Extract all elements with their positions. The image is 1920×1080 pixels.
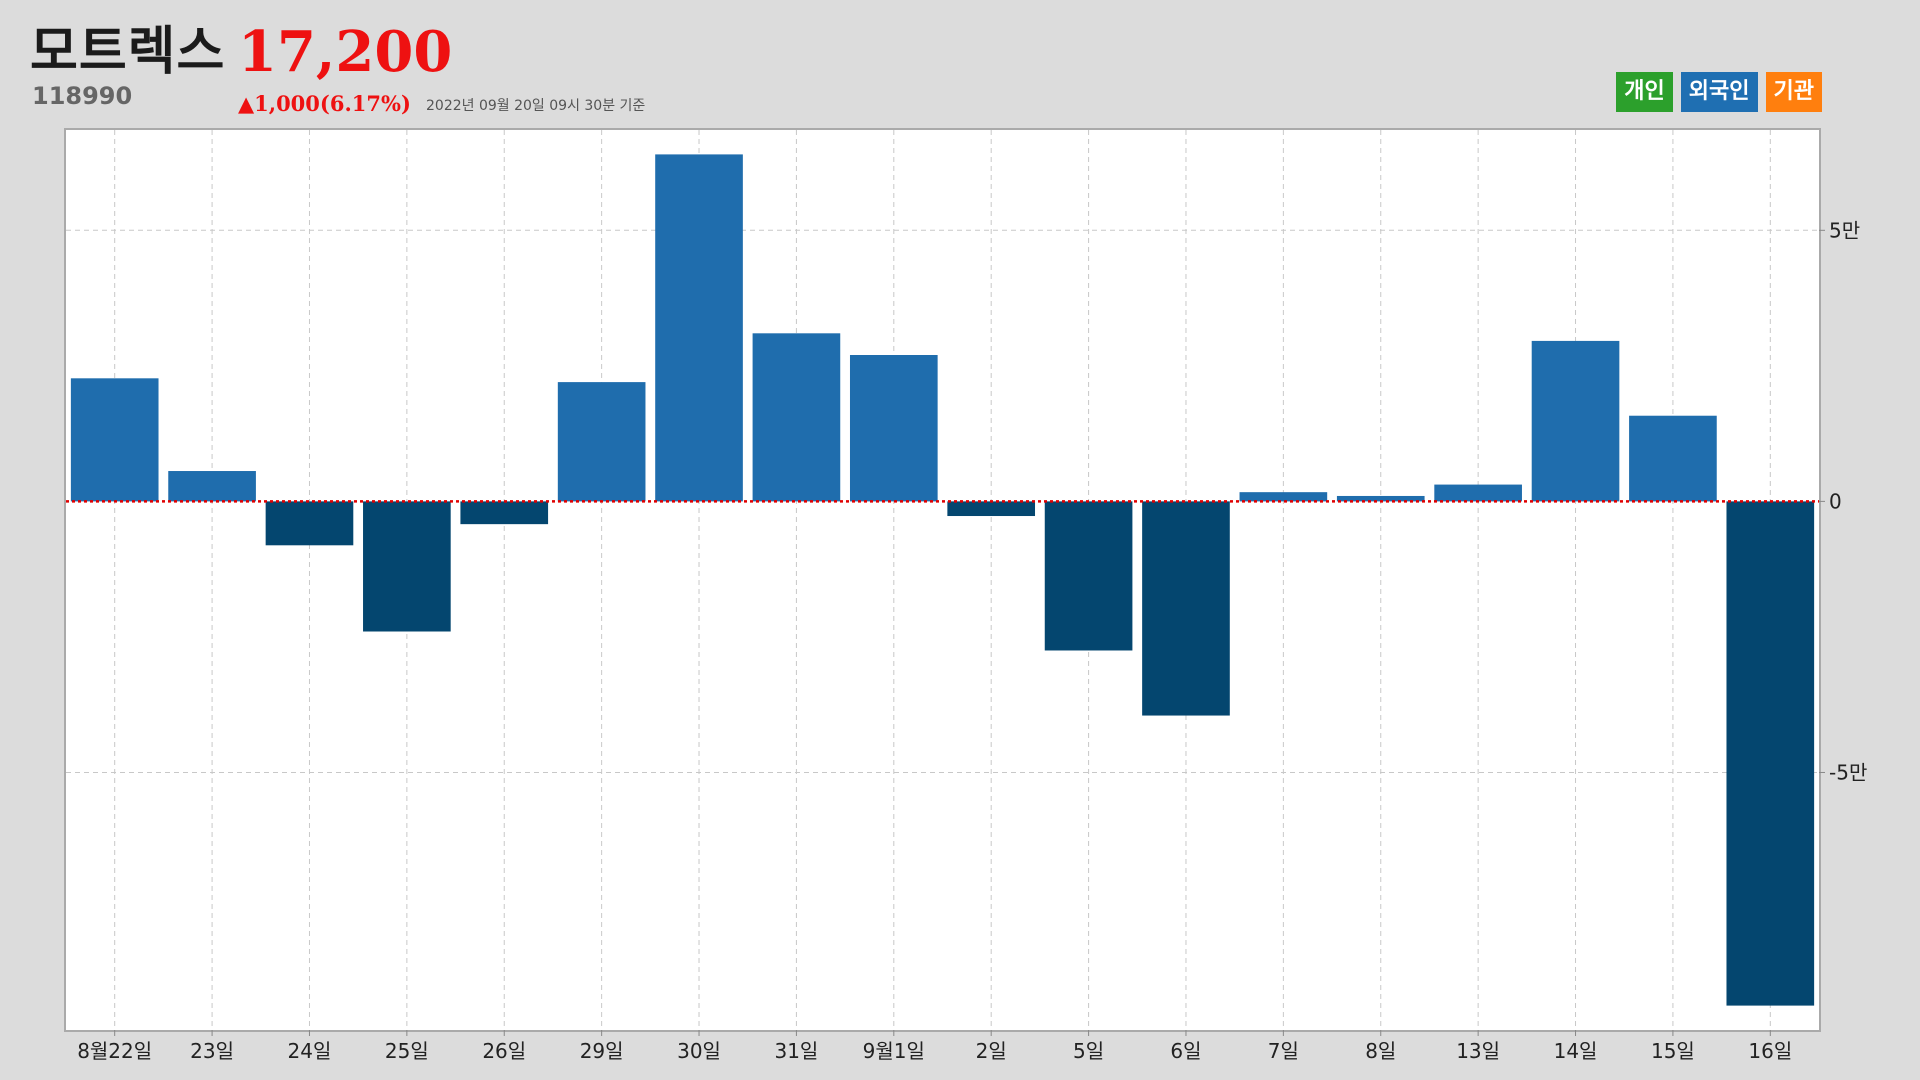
x-tick-label: 31일 — [774, 1039, 818, 1063]
legend-individual: 개인 — [1616, 72, 1673, 112]
y-tick-label: -5만 — [1829, 760, 1867, 784]
price-change: ▲1,000(6.17%) — [238, 91, 411, 116]
x-tick-label: 8월22일 — [77, 1039, 152, 1063]
bar-14일 — [1531, 340, 1620, 502]
chart-header: 모트렉스 118990 17,200 ▲1,000(6.17%) 2022년 0… — [0, 0, 1920, 128]
x-tick-label: 7일 — [1268, 1039, 1299, 1063]
x-tick-label: 5일 — [1073, 1039, 1104, 1063]
x-tick-label: 13일 — [1456, 1039, 1500, 1063]
legend-institution: 기관 — [1765, 72, 1822, 112]
x-tick-label: 29일 — [580, 1039, 624, 1063]
y-tick-label: 0 — [1829, 489, 1842, 513]
bar-15일 — [1629, 415, 1717, 502]
x-tick-label: 15일 — [1651, 1039, 1695, 1063]
x-tick-label: 2일 — [976, 1039, 1007, 1063]
bar-7일 — [1239, 492, 1328, 502]
x-tick-label: 23일 — [190, 1039, 234, 1063]
bar-29일 — [557, 382, 646, 502]
x-tick-label: 30일 — [677, 1039, 721, 1063]
bar-8월22일 — [70, 378, 159, 502]
bar-25일 — [363, 501, 451, 632]
x-tick-label: 8일 — [1365, 1039, 1396, 1063]
legend: 개인 외국인 기관 — [1616, 72, 1822, 112]
stock-name: 모트렉스 — [30, 22, 226, 82]
plot-area — [64, 128, 1821, 1032]
x-tick-label: 6일 — [1170, 1039, 1201, 1063]
bar-23일 — [168, 471, 256, 502]
bar-2일 — [947, 501, 1036, 517]
bar-24일 — [265, 501, 354, 546]
x-tick-label: 26일 — [482, 1039, 526, 1063]
bar-5일 — [1044, 501, 1133, 651]
as-of-timestamp: 2022년 09월 20일 09시 30분 기준 — [426, 98, 646, 114]
y-tick-label: 5만 — [1829, 218, 1860, 242]
stock-price: 17,200 — [238, 19, 453, 85]
bar-26일 — [460, 501, 549, 525]
x-tick-label: 16일 — [1748, 1039, 1792, 1063]
bar-9월1일 — [849, 355, 938, 502]
bar-31일 — [752, 333, 841, 502]
bar-8일 — [1336, 495, 1425, 502]
bar-6일 — [1142, 501, 1230, 716]
bar-13일 — [1434, 484, 1522, 502]
bar-16일 — [1726, 501, 1815, 1006]
stock-code: 118990 — [32, 82, 133, 110]
x-tick-label: 14일 — [1554, 1039, 1598, 1063]
legend-foreign: 외국인 — [1680, 72, 1758, 112]
bar-30일 — [655, 154, 743, 502]
x-tick-label: 25일 — [385, 1039, 429, 1063]
x-tick-label: 9월1일 — [863, 1039, 925, 1063]
x-tick-label: 24일 — [288, 1039, 332, 1063]
